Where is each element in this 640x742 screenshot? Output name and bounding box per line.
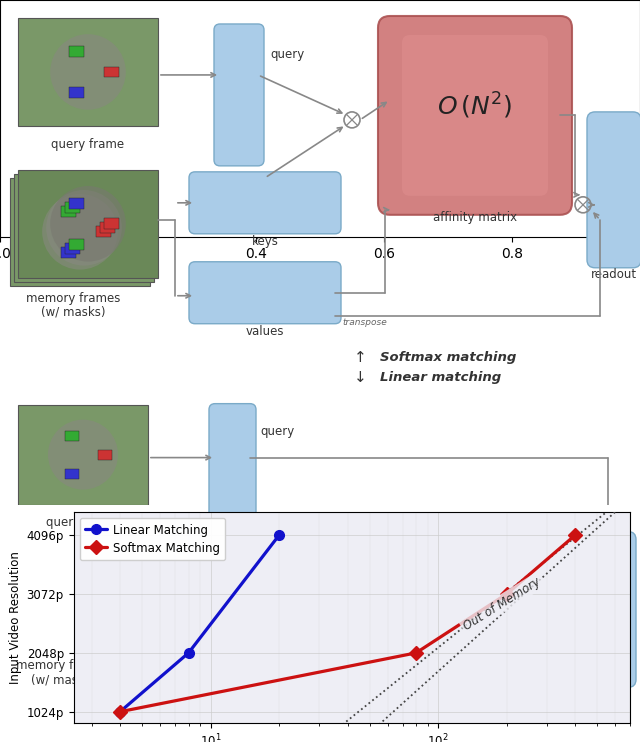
Line: Softmax Matching: Softmax Matching <box>115 531 580 717</box>
Bar <box>57 579 71 588</box>
Text: $\mathit{O}\,(1)$: $\mathit{O}\,(1)$ <box>411 556 454 576</box>
FancyBboxPatch shape <box>189 551 336 611</box>
Bar <box>98 589 112 600</box>
Circle shape <box>42 194 118 269</box>
Bar <box>98 450 112 459</box>
FancyBboxPatch shape <box>392 582 473 660</box>
Text: query: query <box>270 48 304 61</box>
Text: keys: keys <box>248 611 275 625</box>
Text: ↓: ↓ <box>354 370 366 385</box>
Bar <box>94 594 108 603</box>
Text: Out of Memory: Out of Memory <box>461 575 543 633</box>
Text: ↑: ↑ <box>354 350 366 365</box>
Bar <box>100 223 115 233</box>
Linear Matching <box>275 531 283 539</box>
Linear Matching <box>116 707 124 716</box>
FancyBboxPatch shape <box>189 634 336 693</box>
Text: (w/ masks): (w/ masks) <box>31 674 95 686</box>
FancyBboxPatch shape <box>582 531 636 687</box>
Text: transpose: transpose <box>335 687 380 697</box>
Bar <box>65 571 79 580</box>
Bar <box>104 67 119 77</box>
Bar <box>18 170 158 278</box>
Bar <box>61 574 75 585</box>
Bar <box>10 553 140 652</box>
Softmax Matching <box>116 707 124 716</box>
Line: Linear Matching: Linear Matching <box>115 531 284 717</box>
Bar <box>57 617 71 626</box>
Softmax Matching <box>503 590 511 599</box>
Text: (w/ masks): (w/ masks) <box>41 306 105 319</box>
Bar <box>68 198 84 209</box>
Text: $\mathit{O}\,\left(\mathit{N}^2\right)$: $\mathit{O}\,\left(\mathit{N}^2\right)$ <box>437 91 513 120</box>
FancyBboxPatch shape <box>378 16 572 215</box>
FancyBboxPatch shape <box>404 594 461 648</box>
Text: transpose: transpose <box>342 318 387 326</box>
Circle shape <box>50 34 126 110</box>
Softmax Matching <box>572 531 579 539</box>
Text: Softmax matching: Softmax matching <box>380 351 516 364</box>
Legend: Linear Matching, Softmax Matching: Linear Matching, Softmax Matching <box>79 518 225 560</box>
Bar <box>65 430 79 441</box>
Text: state matrix: state matrix <box>396 657 469 671</box>
Bar <box>18 545 148 645</box>
Y-axis label: Input Video Resolution: Input Video Resolution <box>10 551 22 684</box>
Circle shape <box>48 559 118 629</box>
Text: affinity matrix: affinity matrix <box>433 211 517 224</box>
Bar <box>61 206 76 217</box>
Softmax Matching <box>412 649 420 657</box>
Bar <box>68 239 84 250</box>
Text: readout: readout <box>586 684 632 697</box>
Text: memory frames: memory frames <box>26 292 120 305</box>
Circle shape <box>44 563 114 634</box>
Bar <box>104 218 119 229</box>
Bar <box>68 46 84 57</box>
Bar <box>18 18 158 126</box>
FancyBboxPatch shape <box>587 112 640 268</box>
Bar <box>90 597 104 608</box>
FancyBboxPatch shape <box>189 172 341 234</box>
Bar <box>65 202 79 213</box>
Circle shape <box>50 186 126 262</box>
Text: memory frames: memory frames <box>16 660 110 672</box>
Bar <box>10 178 150 286</box>
Bar <box>65 243 80 254</box>
Circle shape <box>46 190 122 266</box>
FancyBboxPatch shape <box>209 404 256 531</box>
Bar <box>61 612 75 623</box>
Bar <box>68 87 84 98</box>
Bar <box>65 608 79 619</box>
Circle shape <box>40 568 110 637</box>
FancyBboxPatch shape <box>189 262 341 324</box>
Text: query: query <box>260 424 294 438</box>
Bar <box>96 226 111 237</box>
Bar <box>65 469 79 479</box>
Bar <box>14 174 154 282</box>
Circle shape <box>48 420 118 490</box>
Text: values: values <box>243 692 281 706</box>
FancyBboxPatch shape <box>214 24 264 166</box>
FancyBboxPatch shape <box>402 35 548 196</box>
Bar <box>14 548 144 649</box>
Bar <box>18 404 148 505</box>
Text: readout: readout <box>591 268 637 280</box>
Linear Matching <box>185 649 193 657</box>
Text: keys: keys <box>252 234 278 248</box>
Text: Linear matching: Linear matching <box>380 371 501 384</box>
Text: query frame: query frame <box>47 516 120 528</box>
Bar <box>61 247 76 257</box>
Text: query frame: query frame <box>51 138 125 151</box>
Text: values: values <box>246 325 284 338</box>
